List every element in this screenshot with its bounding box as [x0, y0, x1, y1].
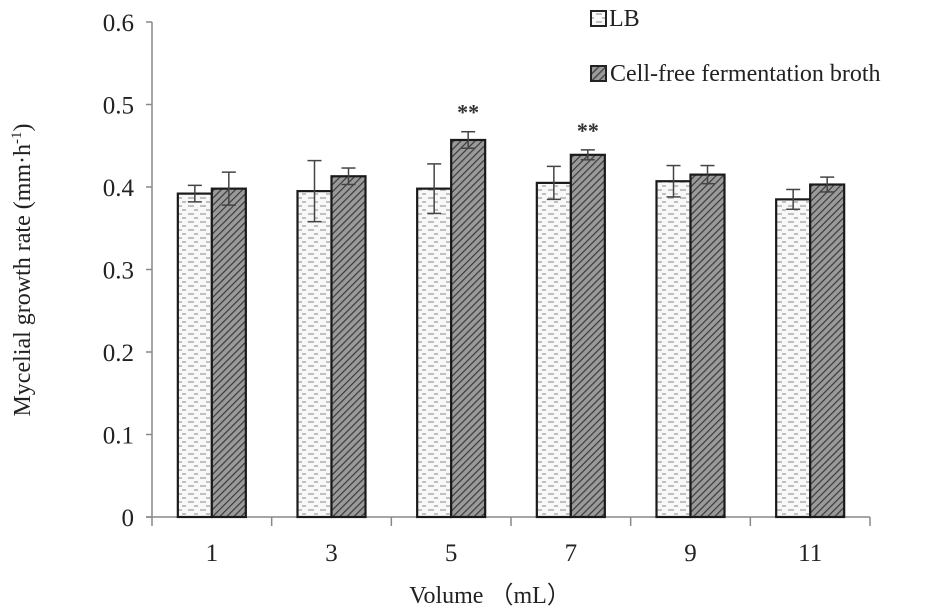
bar-lb [416, 187, 453, 519]
legend-item-lb: LB [590, 6, 640, 32]
bar-cfb [450, 138, 487, 519]
legend-swatch-cfb [590, 65, 607, 82]
legend-swatch-lb [590, 10, 607, 27]
legend-label-cfb: Cell-free fermentation broth [610, 61, 881, 87]
bar-cfb [330, 175, 367, 519]
x-tick-label: 11 [798, 540, 822, 567]
x-axis-title: Volume （mL） [409, 583, 571, 609]
bars: ** ** [176, 100, 846, 519]
legend: LB Cell-free fermentation broth [590, 6, 881, 87]
y-axis-title: Mycelial growth rate (mm·h-1) [9, 123, 36, 416]
significance-marker: ** [457, 100, 479, 125]
bar-cfb [689, 173, 726, 519]
y-tick-label: 0.2 [103, 340, 134, 367]
x-tick-label: 9 [684, 540, 697, 567]
x-axis: 1 3 5 7 9 11 [146, 516, 871, 567]
legend-label-lb: LB [609, 6, 640, 32]
y-tick-label: 0.4 [103, 175, 135, 202]
bar-lb [655, 180, 692, 519]
x-tick-label: 5 [445, 540, 458, 567]
x-tick-label: 3 [325, 540, 338, 567]
bar-cfb [569, 153, 606, 519]
y-tick-label: 0.6 [103, 10, 134, 37]
x-tick-label: 7 [565, 540, 578, 567]
y-tick-label: 0.3 [103, 258, 134, 285]
y-tick-label: 0.5 [103, 93, 134, 120]
bar-lb [176, 192, 213, 519]
bar-lb [535, 181, 572, 519]
y-tick-label: 0 [122, 505, 135, 532]
y-tick-label: 0.1 [103, 423, 134, 450]
y-axis: 0 0.1 0.2 0.3 0.4 0.5 0.6 [103, 10, 153, 532]
bar-cfb [809, 183, 846, 519]
x-tick-label: 1 [206, 540, 219, 567]
legend-item-cfb: Cell-free fermentation broth [590, 61, 881, 87]
bar-lb [296, 190, 333, 519]
bar-lb [775, 198, 812, 519]
bar-cfb [210, 187, 247, 519]
significance-marker: ** [577, 118, 599, 143]
